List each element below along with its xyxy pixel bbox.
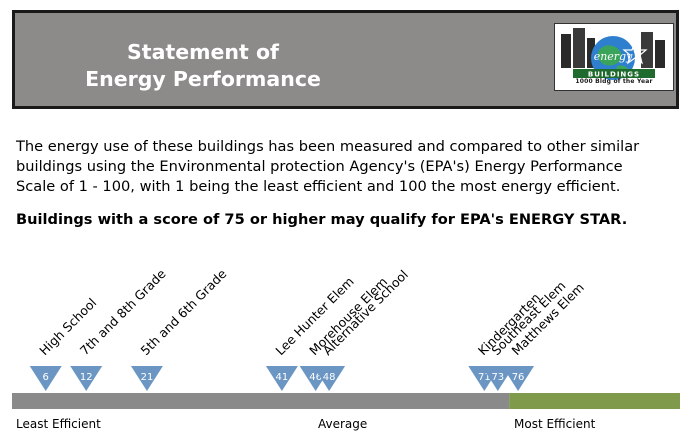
score-label: 46: [309, 372, 322, 383]
least-efficient-label: Least Efficient: [16, 417, 101, 431]
score-label: 71: [478, 372, 491, 383]
intro-line: The energy use of these buildings has be…: [16, 138, 640, 155]
average-label: Average: [318, 417, 368, 431]
score-label: 41: [276, 372, 289, 383]
scale-bar-gray: [12, 393, 510, 409]
score-label: 21: [141, 372, 154, 383]
score-label: 6: [43, 372, 49, 383]
building-name-label: Alternative School: [320, 267, 411, 358]
score-label: 76: [512, 372, 525, 383]
score-marker: [130, 366, 163, 391]
title-line-1: Statement of: [127, 40, 279, 64]
energy-star-logo-icon: energy BUILDINGS: [555, 24, 673, 90]
header-banner: Statement of Energy Performance energy B…: [12, 10, 679, 109]
qualify-statement: Buildings with a score of 75 or higher m…: [16, 211, 628, 228]
score-label: 48: [323, 372, 336, 383]
scale-bar-green: [509, 393, 680, 409]
score-marker: [70, 366, 103, 391]
score-label: 73: [491, 372, 504, 383]
energy-star-buildings-logo: energy BUILDINGS 1000 Bldg of the Year: [554, 23, 674, 91]
score-marker: [265, 366, 298, 391]
most-efficient-label: Most Efficient: [514, 417, 596, 431]
intro-line: buildings using the Environmental protec…: [16, 158, 623, 175]
svg-text:energy: energy: [594, 50, 633, 63]
score-marker: [29, 366, 62, 391]
score-marker: [502, 366, 535, 391]
score-label: 12: [80, 372, 93, 383]
title-line-2: Energy Performance: [85, 67, 321, 91]
score-marker: [313, 366, 346, 391]
page-title: Statement of Energy Performance: [73, 39, 333, 93]
svg-text:BUILDINGS: BUILDINGS: [588, 71, 640, 79]
score-marker: [481, 366, 514, 391]
intro-line: Scale of 1 - 100, with 1 being the least…: [16, 178, 621, 195]
intro-paragraph: The energy use of these buildings has be…: [16, 137, 676, 197]
logo-caption: 1000 Bldg of the Year: [575, 78, 653, 85]
